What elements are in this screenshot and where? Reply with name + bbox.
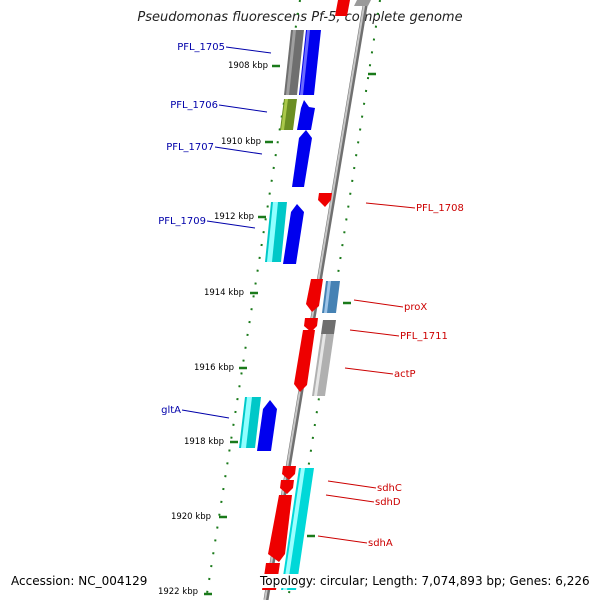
scale-label: 1918 kbp [184, 437, 224, 447]
scale-labels: 1908 kbp 1910 kbp 1912 kbp 1914 kbp 1916… [158, 61, 268, 597]
gene-arrow-red [306, 279, 323, 312]
forward-label-lines [181, 46, 272, 419]
gene-arrow-red [280, 480, 294, 494]
gene-arrow-blue [292, 130, 312, 187]
accession-text: Accession: NC_004129 [9, 574, 150, 588]
forward-labels: PFL_1705 PFL_1706 PFL_1707 PFL_1709 gltA [158, 42, 225, 416]
map-title: Pseudomonas fluorescens Pf-5, complete g… [137, 10, 463, 25]
gene-label-pfl1711: PFL_1711 [400, 331, 448, 342]
gene-arrow-red [282, 466, 296, 480]
reverse-label-lines [317, 202, 416, 544]
gene-label-pfl1705: PFL_1705 [177, 42, 225, 53]
gene-arrow-blue [283, 204, 304, 264]
gene-label-pfl1707: PFL_1707 [166, 142, 214, 153]
gene-block-gray [321, 320, 336, 334]
scale-label: 1920 kbp [171, 512, 211, 522]
gene-arrow-red [294, 330, 315, 392]
gene-label-sdhd: sdhD [375, 497, 401, 508]
scale-label: 1910 kbp [221, 137, 261, 147]
scale-label: 1922 kbp [158, 587, 198, 597]
reverse-genes [262, 0, 371, 590]
scale-label: 1908 kbp [228, 61, 268, 71]
gene-label-pfl1709: PFL_1709 [158, 216, 206, 227]
gene-label-glta: gltA [161, 405, 181, 416]
scale-label: 1912 kbp [214, 212, 254, 222]
gene-arrow-red [268, 495, 292, 562]
forward-genes [239, 30, 321, 451]
gene-arrow-red [318, 193, 332, 207]
gene-label-actp: actP [394, 369, 416, 380]
scale-label: 1916 kbp [194, 363, 234, 373]
scale-label: 1914 kbp [204, 288, 244, 298]
gene-label-prox: proX [404, 302, 427, 313]
gene-arrow-red [304, 318, 318, 332]
gene-top-gray [354, 0, 371, 6]
gene-label-sdhc: sdhC [377, 483, 402, 494]
gene-top-red [335, 0, 350, 16]
genome-summary-text: Topology: circular; Length: 7,074,893 bp… [258, 574, 592, 588]
gene-arrow-blue [257, 400, 277, 451]
gene-label-pfl1706: PFL_1706 [170, 100, 218, 111]
major-ticks [204, 64, 376, 596]
reverse-labels: PFL_1708 proX PFL_1711 actP sdhC sdhD sd… [368, 203, 464, 549]
gene-label-pfl1708: PFL_1708 [416, 203, 464, 214]
gene-arrow-blue [297, 100, 315, 130]
gene-label-sdha: sdhA [368, 538, 393, 549]
